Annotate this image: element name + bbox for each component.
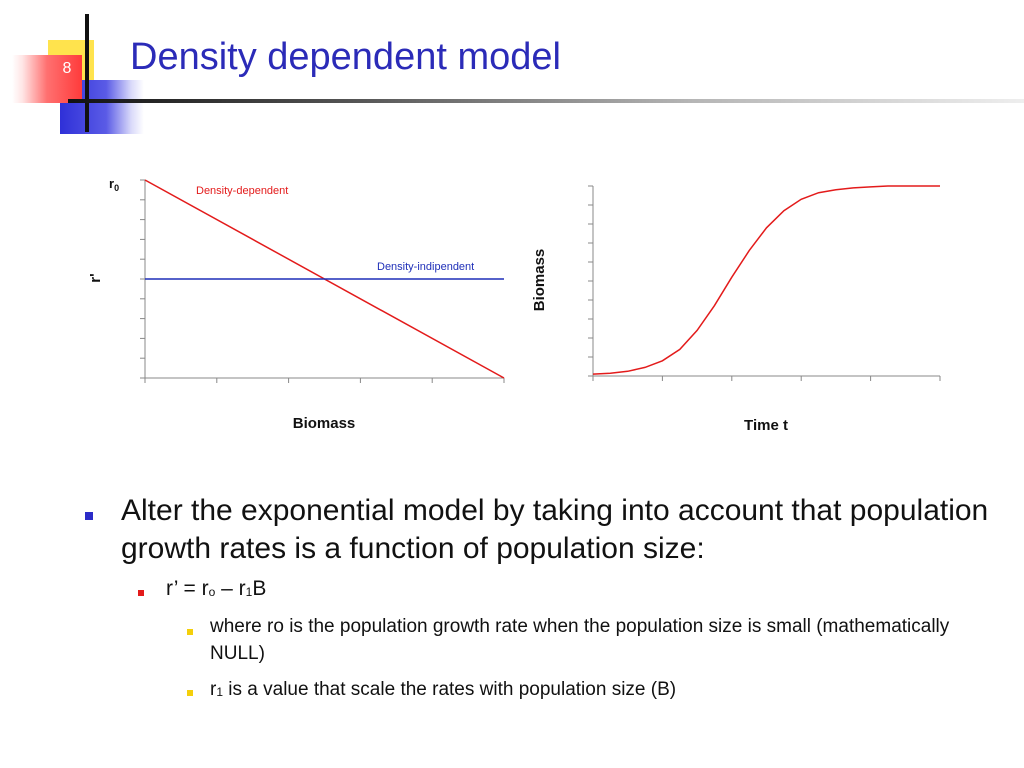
right-y-axis-label: Biomass	[531, 249, 548, 312]
slide-title: Density dependent model	[130, 36, 561, 78]
right-x-axis-label: Time t	[744, 417, 788, 434]
bullet-level1: Alter the exponential model by taking in…	[121, 494, 989, 565]
bullet-sub-definition-r0: where ro is the population growth rate w…	[210, 616, 950, 664]
bullet-marker-level3	[187, 629, 193, 635]
density-dependent-label: Density-dependent	[196, 185, 288, 197]
left-y-axis-label: r'	[87, 273, 104, 282]
bullet-marker-level3	[187, 690, 193, 696]
vertical-rule	[85, 14, 89, 132]
right-chart-ticks	[588, 185, 941, 381]
red-decoration	[12, 55, 82, 103]
left-chart-ticks	[140, 179, 505, 383]
left-x-axis-label: Biomass	[293, 415, 356, 432]
density-chart: Density-dependent Density-indipendent r0…	[87, 176, 505, 432]
title-underline-rule	[68, 99, 1024, 103]
logistic-growth-chart: Biomass Time t	[531, 185, 941, 434]
bullet-marker-level1	[85, 512, 93, 520]
slide-number: 8	[62, 60, 72, 77]
bullet-sub-definition-r1: r1 is a value that scale the rates with …	[210, 679, 677, 700]
logistic-growth-curve	[592, 185, 940, 375]
bullet-formula: r’ = ro – r1B	[166, 577, 267, 600]
density-independent-label: Density-indipendent	[377, 261, 474, 273]
y-top-label: r0	[109, 176, 119, 193]
bullet-marker-level2	[138, 590, 144, 596]
